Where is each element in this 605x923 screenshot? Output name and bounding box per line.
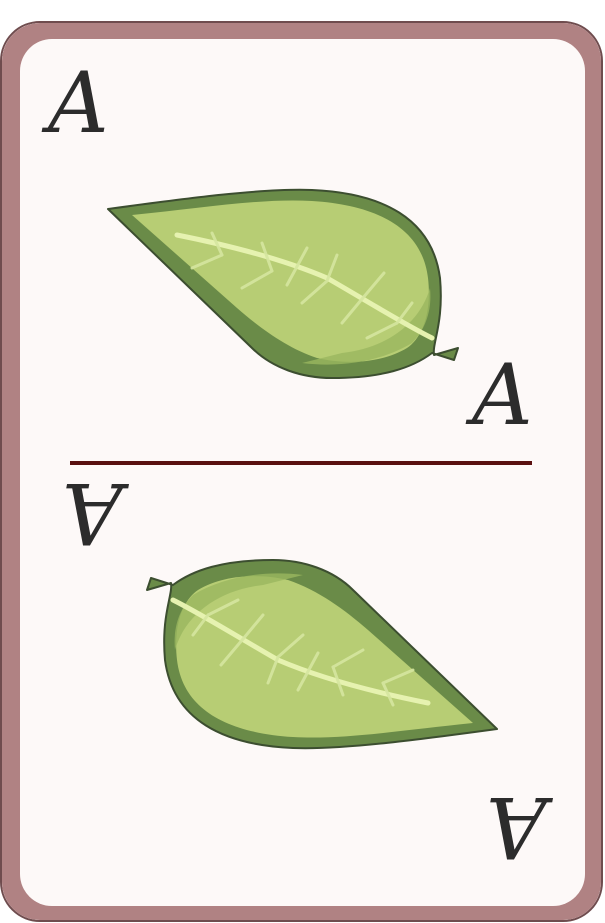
rank-middle-right: A (472, 353, 533, 437)
rank-bottom-right-inverted: A (486, 785, 547, 869)
rank-middle-left-inverted: A (62, 471, 123, 555)
card-divider (70, 461, 532, 465)
rank-top-left: A (48, 61, 109, 145)
playing-card[interactable]: A A A A (0, 21, 603, 922)
